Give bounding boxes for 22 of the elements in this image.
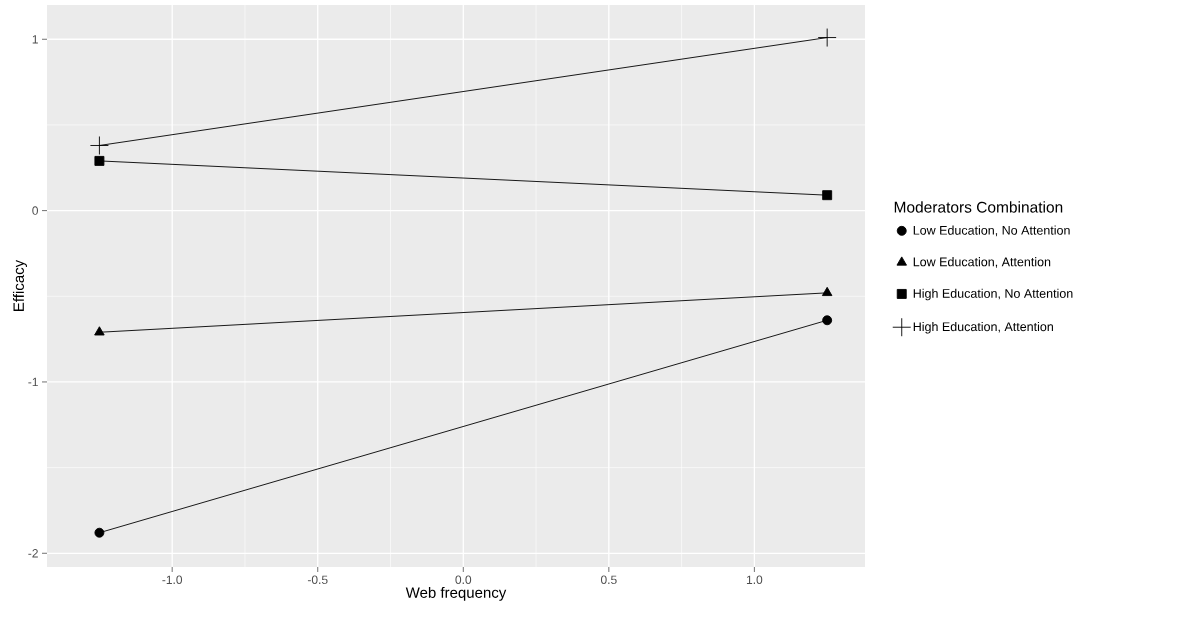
y-tick-label: -1	[28, 377, 38, 387]
y-axis-title: Efficacy	[12, 259, 27, 311]
x-tick-label: 1.0	[746, 575, 763, 585]
y-tick-label: 0	[32, 206, 39, 215]
point	[94, 527, 105, 538]
legend-label: High Education, Attention	[913, 321, 1053, 334]
x-tick-label: -1.0	[162, 575, 183, 585]
x-tick-label: 0.5	[600, 575, 617, 585]
y-tick-label: -2	[28, 549, 38, 558]
point	[817, 28, 837, 47]
x-tick-label: 0.0	[455, 575, 472, 585]
legend-label: Low Education, No Attention	[913, 225, 1070, 237]
x-tick-label: -0.5	[307, 575, 328, 585]
point	[94, 155, 105, 166]
x-axis-title: Web frequency	[405, 586, 507, 601]
point	[822, 315, 833, 326]
point	[89, 136, 109, 155]
legend-label: Low Education, Attention	[913, 257, 1051, 268]
point	[822, 190, 833, 201]
legend-title: Moderators Combination	[894, 201, 1063, 213]
legend-label: High Education, No Attention	[913, 288, 1073, 301]
y-tick-label: 1	[32, 35, 38, 44]
